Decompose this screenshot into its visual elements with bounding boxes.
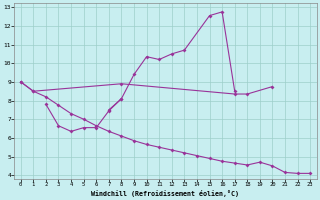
X-axis label: Windchill (Refroidissement éolien,°C): Windchill (Refroidissement éolien,°C) <box>92 190 239 197</box>
